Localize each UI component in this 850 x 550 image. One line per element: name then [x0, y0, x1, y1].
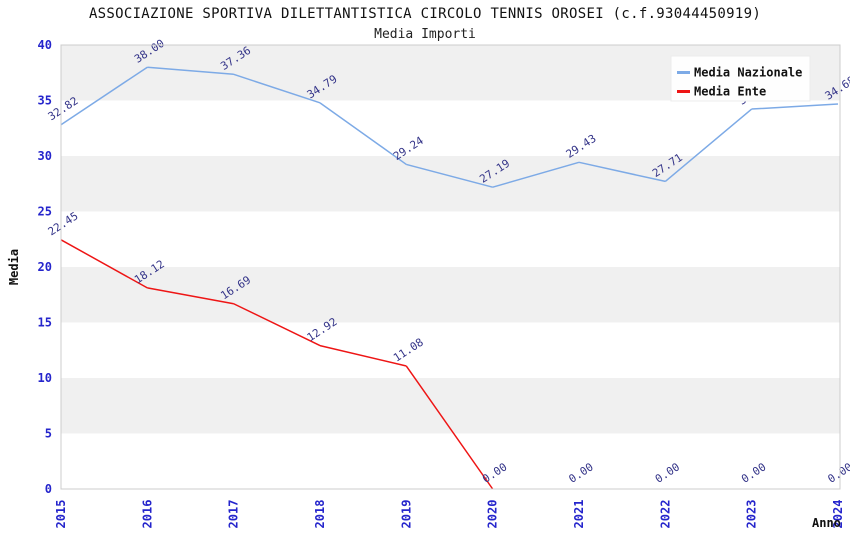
chart-title: ASSOCIAZIONE SPORTIVA DILETTANTISTICA CI… — [88, 6, 762, 22]
x-tick-label: 2017 — [227, 500, 241, 529]
grid-band — [61, 211, 840, 267]
grid-band — [61, 322, 840, 378]
x-tick-label: 2020 — [486, 500, 500, 529]
legend-label-media-nazionale: Media Nazionale — [694, 66, 802, 80]
plot-border — [60, 44, 841, 490]
legend-label-media-ente: Media Ente — [694, 85, 766, 99]
x-tick-label: 2018 — [313, 500, 327, 529]
y-tick-label: 15 — [38, 316, 52, 330]
grid-band — [61, 433, 840, 489]
x-tick-label: 2021 — [572, 500, 586, 529]
chart-subtitle: Media Importi — [374, 27, 476, 42]
y-tick-label: 40 — [38, 38, 52, 52]
grid-band — [61, 156, 840, 212]
y-tick-label: 5 — [45, 427, 52, 441]
x-tick-label: 2019 — [399, 500, 413, 529]
x-tick-label: 2024 — [831, 500, 845, 529]
y-tick-label: 30 — [38, 149, 52, 163]
y-axis-title: Media — [7, 249, 21, 285]
x-tick-label: 2023 — [745, 500, 759, 529]
legend-box — [670, 55, 811, 102]
grid-band — [61, 100, 840, 156]
grid-band — [61, 267, 840, 323]
grid-band — [61, 378, 840, 434]
y-tick-label: 25 — [38, 205, 52, 219]
x-tick-label: 2022 — [658, 500, 672, 529]
series-line-media-nazionale — [60, 66, 839, 188]
x-tick-label: 2016 — [140, 500, 154, 529]
y-tick-label: 0 — [45, 482, 52, 496]
x-tick-label: 2015 — [54, 500, 68, 529]
x-axis-title: Anno — [812, 516, 841, 530]
y-tick-label: 20 — [38, 260, 52, 274]
y-tick-label: 10 — [38, 371, 52, 385]
series-line-media-ente — [60, 239, 494, 490]
y-tick-label: 35 — [38, 94, 52, 108]
